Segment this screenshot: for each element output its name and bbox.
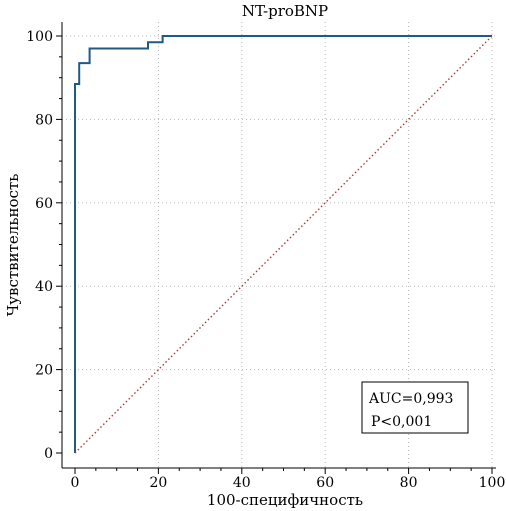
x-axis-label: 100-специфичность: [207, 491, 363, 509]
ticks: 0 20 40 60 80 100 0 20 40 60 80 100: [26, 29, 505, 491]
p-value: P<0,001: [371, 414, 432, 430]
x-tick-label: 40: [233, 475, 251, 491]
auc-legend-box: AUC=0,993 P<0,001: [361, 381, 469, 434]
y-tick-label: 40: [35, 279, 53, 295]
y-tick-label: 100: [26, 29, 53, 45]
y-tick-label: 20: [35, 363, 53, 379]
y-axis-label: Чувствительность: [4, 174, 22, 317]
x-tick-label: 100: [479, 475, 506, 491]
auc-value: AUC=0,993: [368, 391, 453, 407]
series-layer: [74, 35, 493, 454]
y-tick-label: 60: [35, 196, 53, 212]
x-tick-label: 0: [71, 475, 80, 491]
chart-title: NT-proBNP: [242, 2, 328, 20]
x-tick-label: 60: [316, 475, 334, 491]
y-tick-label: 0: [44, 446, 53, 462]
y-tick-label: 80: [35, 112, 53, 128]
x-tick-label: 20: [149, 475, 167, 491]
x-tick-label: 80: [400, 475, 418, 491]
legend-frame: [361, 381, 469, 434]
roc-curve-line: [74, 35, 492, 453]
